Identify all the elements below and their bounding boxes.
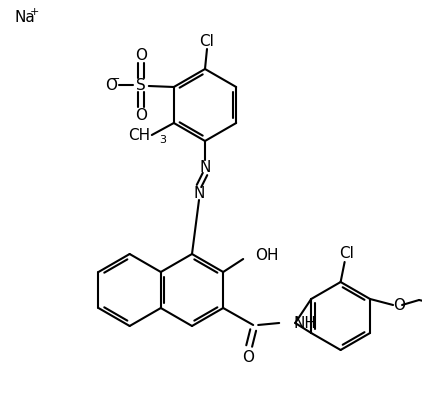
Text: OH: OH bbox=[255, 249, 279, 264]
Text: +: + bbox=[30, 7, 39, 17]
Text: Cl: Cl bbox=[200, 33, 214, 48]
Text: 3: 3 bbox=[159, 135, 166, 145]
Text: O: O bbox=[135, 108, 147, 123]
Text: S: S bbox=[136, 78, 146, 93]
Text: Cl: Cl bbox=[339, 247, 354, 262]
Text: O: O bbox=[135, 48, 147, 63]
Text: Na: Na bbox=[14, 9, 35, 24]
Text: O: O bbox=[393, 297, 405, 312]
Text: N: N bbox=[193, 186, 205, 201]
Text: O: O bbox=[242, 351, 254, 366]
Text: NH: NH bbox=[293, 316, 316, 331]
Text: N: N bbox=[199, 160, 211, 175]
Text: −: − bbox=[111, 74, 121, 84]
Text: O: O bbox=[105, 78, 117, 93]
Text: CH: CH bbox=[128, 128, 150, 143]
